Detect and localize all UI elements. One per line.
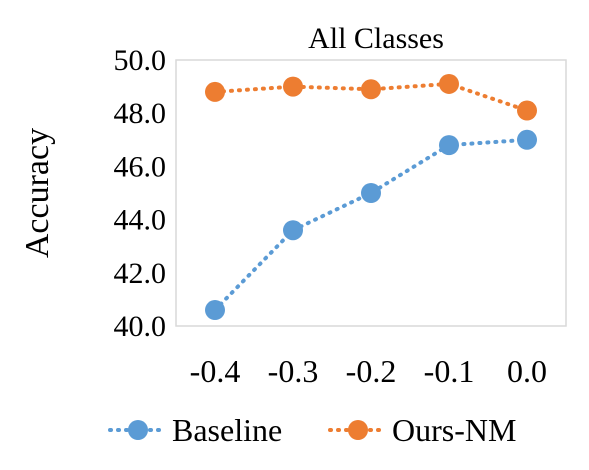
x-tick-label: -0.2 bbox=[346, 353, 397, 389]
series-baseline bbox=[205, 129, 537, 321]
legend-dot-marker bbox=[348, 420, 368, 440]
legend-dot-marker bbox=[128, 420, 148, 440]
x-tick-label: -0.4 bbox=[190, 353, 241, 389]
y-tick-label: 42.0 bbox=[114, 257, 167, 290]
legend: Baseline Ours-NM bbox=[108, 412, 516, 448]
legend-label: Ours-NM bbox=[392, 412, 516, 448]
y-tick-label: 50.0 bbox=[114, 44, 167, 77]
y-tick-label: 40.0 bbox=[114, 310, 167, 343]
legend-entry: Baseline bbox=[108, 412, 282, 448]
legend-label: Baseline bbox=[172, 412, 282, 448]
data-point bbox=[283, 76, 303, 97]
chart-title: All Classes bbox=[308, 22, 444, 55]
data-point bbox=[361, 79, 381, 100]
y-tick-label: 44.0 bbox=[114, 204, 167, 237]
series-layer bbox=[205, 73, 537, 321]
data-point bbox=[517, 129, 537, 150]
legend-entry: Ours-NM bbox=[328, 412, 516, 448]
y-axis-label: Accuracy bbox=[19, 128, 56, 258]
y-tick-label: 48.0 bbox=[114, 97, 167, 130]
data-point bbox=[205, 300, 225, 321]
data-point bbox=[361, 183, 381, 203]
data-point bbox=[283, 220, 303, 241]
x-tick-label: -0.3 bbox=[268, 353, 319, 389]
x-tick-label: 0.0 bbox=[507, 353, 547, 389]
series-line bbox=[213, 137, 529, 312]
x-tick-label: -0.1 bbox=[424, 353, 475, 389]
data-point bbox=[517, 100, 537, 121]
y-tick-label: 46.0 bbox=[114, 150, 167, 183]
series-ours-nm bbox=[205, 73, 537, 121]
y-axis-tick-labels: 40.0 42.0 44.0 46.0 48.0 50.0 bbox=[114, 44, 167, 343]
plot-area-border bbox=[175, 59, 567, 327]
data-point bbox=[439, 135, 459, 156]
data-point bbox=[205, 81, 225, 102]
x-axis-tick-labels: -0.4 -0.3 -0.2 -0.1 0.0 bbox=[190, 353, 547, 389]
data-point bbox=[439, 73, 459, 94]
